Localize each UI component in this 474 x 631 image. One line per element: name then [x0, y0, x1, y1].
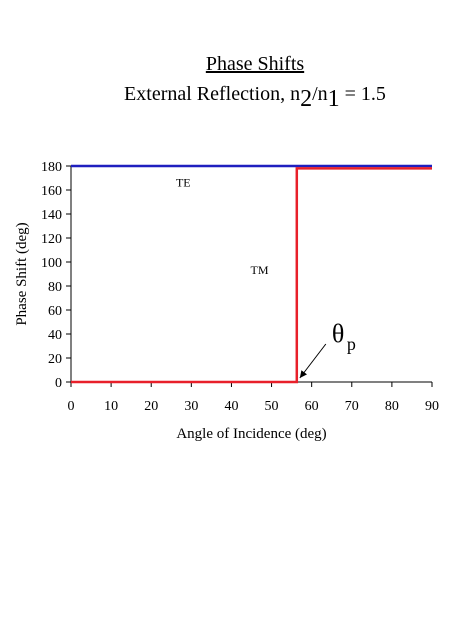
- x-tick-label: 30: [184, 399, 198, 414]
- x-tick-label: 0: [68, 399, 75, 414]
- chart-title: Phase Shifts: [205, 53, 305, 75]
- x-tick-label: 70: [345, 399, 359, 414]
- subtitle-suffix: = 1.5: [339, 83, 386, 105]
- y-tick-label: 120: [41, 232, 62, 247]
- x-tick-label: 20: [144, 399, 158, 414]
- x-tick-label: 10: [104, 399, 118, 414]
- title-block: Phase Shifts External Reflection, n2/n1 …: [0, 52, 474, 112]
- x-axis-title: Angle of Incidence (deg): [176, 426, 326, 442]
- x-tick-label: 50: [265, 399, 279, 414]
- x-tick-label: 60: [305, 399, 319, 414]
- x-tick-label: 40: [224, 399, 238, 414]
- series-label-te: TE: [176, 175, 191, 189]
- x-tick-label: 80: [385, 399, 399, 414]
- y-tick-label: 80: [48, 280, 62, 295]
- y-tick-label: 60: [48, 304, 62, 319]
- annotation-arrow-head: [299, 370, 307, 378]
- label-layer: TE TM θ p: [176, 175, 356, 379]
- x-tick-label: 90: [425, 399, 439, 414]
- y-tick-label: 180: [41, 160, 62, 175]
- subtitle-middle: /n: [312, 83, 328, 105]
- subtitle-sub2: 1: [327, 86, 340, 112]
- y-tick-label: 40: [48, 328, 62, 343]
- annotation-theta-subscript: p: [347, 334, 356, 354]
- y-tick-label: 160: [41, 184, 62, 199]
- axes-layer: 0 20 40 60 80 100 120 140 160 180 0 10 20 30 40 50 60 70 8…: [14, 160, 439, 442]
- y-tick-label: 20: [48, 352, 62, 367]
- annotation-theta-label: θ: [332, 319, 344, 348]
- series-label-tm: TM: [251, 263, 269, 277]
- subtitle-sub1: 2: [300, 86, 313, 112]
- subtitle-prefix: External Reflection, n: [124, 83, 301, 105]
- series-line-tm: [71, 167, 432, 384]
- y-tick-label: 140: [41, 208, 62, 223]
- chart-subtitle: External Reflection, n2/n1 = 1.5: [0, 78, 474, 112]
- y-tick-label: 0: [55, 376, 62, 391]
- y-tick-label: 100: [41, 256, 62, 271]
- series-layer: [71, 164, 432, 384]
- y-axis-title: Phase Shift (deg): [14, 222, 30, 325]
